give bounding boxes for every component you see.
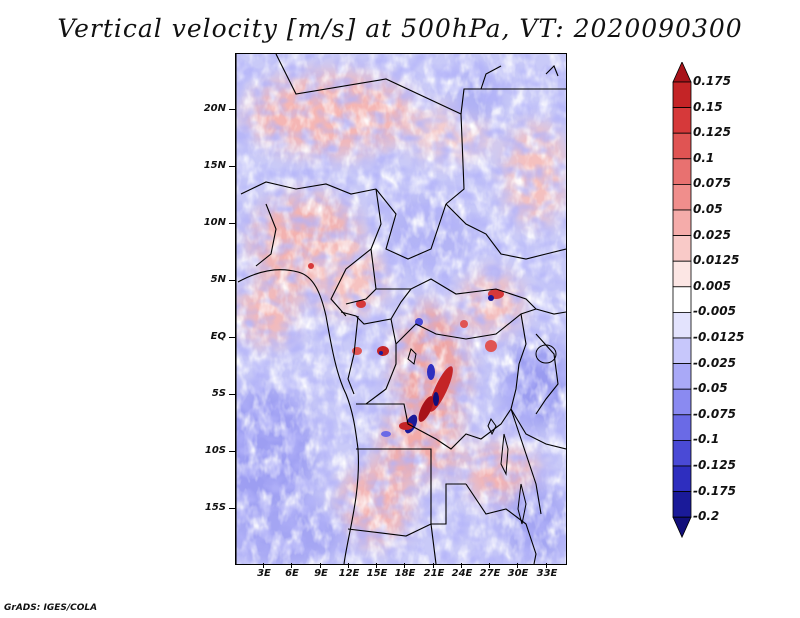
colorbar-segment xyxy=(672,491,692,518)
lat-tick xyxy=(229,280,235,281)
colorbar-segment xyxy=(672,439,692,467)
lon-label-6e: 6E xyxy=(285,568,299,579)
lon-label-30e: 30E xyxy=(507,568,529,579)
lat-label-5s: 5S xyxy=(211,388,226,399)
lon-label-33e: 33E xyxy=(536,568,558,579)
boundaries xyxy=(236,54,566,564)
colorbar-min-triangle xyxy=(672,516,692,539)
colorbar-segment xyxy=(672,465,692,493)
colorbar-label: 0.175 xyxy=(693,74,731,88)
lat-tick xyxy=(229,451,235,452)
lon-tick xyxy=(546,563,547,568)
colorbar-label: -0.2 xyxy=(693,509,720,524)
colorbar-label: -0.0125 xyxy=(693,330,745,344)
lakes xyxy=(407,344,557,525)
lat-tick xyxy=(229,337,235,338)
lon-label-27e: 27E xyxy=(479,568,501,579)
colorbar-segment xyxy=(672,286,692,313)
lon-tick xyxy=(517,563,518,568)
lat-tick xyxy=(229,394,235,395)
colorbar-label: -0.025 xyxy=(693,355,736,370)
lon-label-12e: 12E xyxy=(338,568,360,579)
colorbar-segment xyxy=(672,388,692,416)
colorbar-max-triangle xyxy=(672,62,692,83)
map-panel xyxy=(235,53,567,565)
colorbar-segment xyxy=(672,235,692,262)
lon-label-21e: 21E xyxy=(423,568,445,579)
colorbar-label: -0.1 xyxy=(693,432,720,447)
colorbar-segment xyxy=(672,158,692,185)
colorbar-segment xyxy=(672,209,692,237)
colorbar-segment xyxy=(672,363,692,390)
vertical-velocity-field xyxy=(236,54,566,564)
lon-tick xyxy=(489,563,490,568)
lon-tick xyxy=(376,563,377,568)
lat-label-15n: 15N xyxy=(203,160,226,171)
lat-label-eq: EQ xyxy=(210,331,226,342)
lat-tick xyxy=(229,109,235,110)
lat-tick xyxy=(229,223,235,224)
colorbar-label: 0.125 xyxy=(693,125,731,140)
colorbar xyxy=(672,62,692,539)
lon-tick xyxy=(404,563,405,568)
colorbar-segment xyxy=(672,107,692,134)
lon-tick xyxy=(320,563,321,568)
lat-tick xyxy=(229,508,235,509)
colorbar-segment xyxy=(672,311,692,339)
lat-label-20n: 20N xyxy=(203,103,226,114)
colorbar-label: 0.1 xyxy=(693,150,715,165)
lat-label-5n: 5N xyxy=(210,274,226,285)
lon-label-9e: 9E xyxy=(314,568,328,579)
lat-label-10s: 10S xyxy=(204,445,226,456)
lon-tick xyxy=(291,563,292,568)
lon-tick xyxy=(461,563,462,568)
lat-label-10n: 10N xyxy=(203,217,226,228)
convective-cores xyxy=(308,263,504,437)
lon-label-24e: 24E xyxy=(451,568,473,579)
colorbar-segment xyxy=(672,81,692,109)
colorbar-label: -0.175 xyxy=(693,483,736,498)
colorbar-label: 0.005 xyxy=(693,278,731,293)
lon-label-18e: 18E xyxy=(394,568,416,579)
lat-tick xyxy=(229,166,235,167)
lon-tick xyxy=(348,563,349,568)
lon-label-3e: 3E xyxy=(257,568,271,579)
colorbar-label: -0.125 xyxy=(693,458,736,472)
colorbar-label: -0.005 xyxy=(693,304,736,319)
colorbar-label: 0.025 xyxy=(693,227,731,242)
field-texture-dark xyxy=(236,54,566,564)
lon-tick xyxy=(263,563,264,568)
colorbar-segment xyxy=(672,132,692,160)
grads-credit: GrADS: IGES/COLA xyxy=(4,603,98,613)
colorbar-label: -0.075 xyxy=(693,406,736,421)
colorbar-label: 0.075 xyxy=(693,176,731,191)
lon-tick xyxy=(433,563,434,568)
colorbar-label: 0.15 xyxy=(693,99,723,114)
colorbar-label: 0.05 xyxy=(693,202,723,216)
lon-label-15e: 15E xyxy=(366,568,388,579)
figure-title: Vertical velocity [m/s] at 500hPa, VT: 2… xyxy=(57,14,743,43)
colorbar-label: 0.0125 xyxy=(693,253,740,268)
lat-label-15s: 15S xyxy=(204,502,226,513)
colorbar-segment xyxy=(672,260,692,288)
colorbar-label: -0.05 xyxy=(693,381,728,396)
colorbar-segment xyxy=(672,414,692,441)
colorbar-segment xyxy=(672,184,692,211)
colorbar-segment xyxy=(672,337,692,365)
